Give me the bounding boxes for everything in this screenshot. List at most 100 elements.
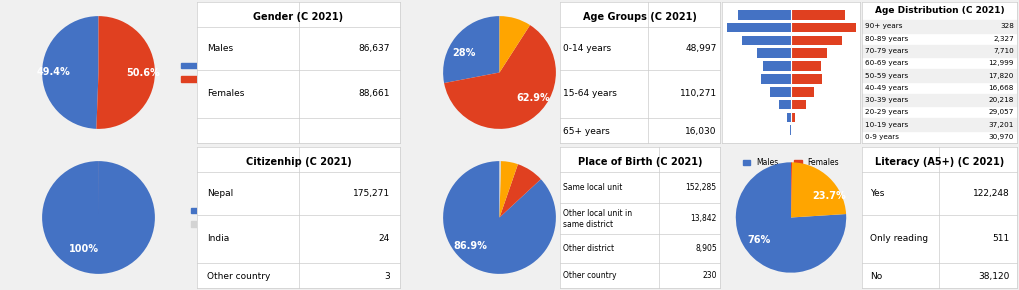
Wedge shape: [443, 25, 555, 129]
Wedge shape: [442, 161, 555, 274]
Text: Citizenhip (C 2021): Citizenhip (C 2021): [246, 157, 351, 167]
Text: Other district: Other district: [562, 244, 613, 253]
Text: No: No: [869, 272, 881, 281]
Wedge shape: [499, 161, 518, 218]
Wedge shape: [735, 162, 846, 273]
Text: Same local unit: Same local unit: [562, 183, 622, 192]
Bar: [756, 48, 790, 58]
Text: 122,248: 122,248: [971, 189, 1008, 198]
Bar: [790, 23, 855, 32]
Text: 50.6%: 50.6%: [126, 68, 160, 78]
Text: 230: 230: [702, 271, 716, 280]
Text: 8,905: 8,905: [694, 244, 716, 253]
Text: 30-39 years: 30-39 years: [864, 97, 908, 103]
Bar: [790, 74, 821, 84]
Text: Age Distribution (C 2021): Age Distribution (C 2021): [874, 6, 1004, 15]
Legend: Nepal, Other: Nepal, Other: [187, 203, 243, 232]
Text: India: India: [207, 234, 229, 243]
Bar: [790, 61, 819, 71]
Wedge shape: [499, 16, 530, 72]
Text: 48,997: 48,997: [685, 44, 716, 53]
Text: 15-64 years: 15-64 years: [562, 89, 616, 98]
Text: Place of Birth (C 2021): Place of Birth (C 2021): [577, 157, 701, 167]
Text: 37,201: 37,201: [987, 122, 1013, 128]
Text: Other local unit in
same district: Other local unit in same district: [562, 209, 632, 229]
Text: 88,661: 88,661: [358, 89, 389, 98]
Wedge shape: [42, 161, 155, 274]
Bar: [790, 87, 813, 97]
Text: 12,999: 12,999: [987, 60, 1013, 66]
Wedge shape: [790, 162, 846, 218]
Text: 110,271: 110,271: [679, 89, 716, 98]
Text: 29,057: 29,057: [987, 109, 1013, 115]
Text: Females: Females: [207, 89, 245, 98]
Text: 86.9%: 86.9%: [452, 241, 487, 251]
Text: 10-19 years: 10-19 years: [864, 122, 908, 128]
Text: 65+ years: 65+ years: [562, 127, 609, 136]
Legend: Males, Females: Males, Females: [177, 58, 243, 87]
Text: Literacy (A5+) (C 2021): Literacy (A5+) (C 2021): [874, 157, 1003, 167]
Bar: [861, 119, 1016, 131]
Text: Age Groups (C 2021): Age Groups (C 2021): [583, 12, 696, 22]
Bar: [790, 100, 805, 109]
Text: 17,820: 17,820: [987, 72, 1013, 79]
Text: 62.9%: 62.9%: [517, 93, 550, 103]
Text: Males: Males: [207, 44, 233, 53]
Wedge shape: [442, 16, 499, 83]
Text: 30,970: 30,970: [987, 134, 1013, 140]
Text: 20-29 years: 20-29 years: [864, 109, 908, 115]
Text: 7,710: 7,710: [993, 48, 1013, 54]
Text: 16,030: 16,030: [685, 127, 716, 136]
Wedge shape: [499, 164, 540, 218]
Bar: [762, 61, 790, 71]
Text: 100%: 100%: [68, 244, 99, 253]
Text: Only reading: Only reading: [869, 234, 927, 243]
Wedge shape: [499, 161, 500, 218]
Text: 0-9 years: 0-9 years: [864, 134, 898, 140]
Bar: [779, 100, 790, 109]
Text: 2,327: 2,327: [993, 36, 1013, 42]
Bar: [738, 10, 790, 20]
Text: 86,637: 86,637: [358, 44, 389, 53]
Text: 3: 3: [384, 272, 389, 281]
Text: 24: 24: [378, 234, 389, 243]
Text: 90+ years: 90+ years: [864, 23, 902, 30]
Wedge shape: [42, 16, 99, 129]
Legend: 0-14 years, 15-64 years, 65+ years: 0-14 years, 15-64 years, 65+ years: [612, 52, 692, 93]
Text: Nepal: Nepal: [207, 189, 233, 198]
Text: 175,271: 175,271: [353, 189, 389, 198]
Legend: Yes, Only
reading, No: Yes, Only reading, No: [890, 191, 952, 244]
Bar: [790, 36, 842, 45]
Text: 70-79 years: 70-79 years: [864, 48, 908, 54]
Text: 40-49 years: 40-49 years: [864, 85, 908, 91]
Bar: [790, 10, 844, 20]
Text: 49.4%: 49.4%: [37, 67, 70, 77]
Legend: Males, Females: Males, Females: [739, 155, 842, 170]
Text: 328: 328: [999, 23, 1013, 30]
Bar: [790, 113, 795, 122]
Bar: [727, 23, 790, 32]
Text: 20,218: 20,218: [987, 97, 1013, 103]
Text: 13,842: 13,842: [690, 214, 716, 223]
Bar: [861, 20, 1016, 32]
Wedge shape: [96, 16, 155, 129]
Bar: [787, 113, 790, 122]
Text: 16,668: 16,668: [987, 85, 1013, 91]
Text: 152,285: 152,285: [685, 183, 716, 192]
Text: Yes: Yes: [869, 189, 883, 198]
Text: 76%: 76%: [746, 235, 769, 245]
Text: 511: 511: [991, 234, 1008, 243]
Bar: [861, 45, 1016, 57]
Text: 28%: 28%: [451, 48, 475, 58]
Text: Other country: Other country: [562, 271, 616, 280]
Text: 60-69 years: 60-69 years: [864, 60, 908, 66]
Text: Other country: Other country: [207, 272, 270, 281]
Bar: [741, 36, 790, 45]
Text: 50-59 years: 50-59 years: [864, 72, 908, 79]
Text: 80-89 years: 80-89 years: [864, 36, 908, 42]
Wedge shape: [790, 162, 792, 218]
Text: 23.7%: 23.7%: [811, 191, 845, 201]
Text: 38,120: 38,120: [977, 272, 1008, 281]
Text: Gender (C 2021): Gender (C 2021): [253, 12, 343, 22]
Bar: [861, 69, 1016, 82]
